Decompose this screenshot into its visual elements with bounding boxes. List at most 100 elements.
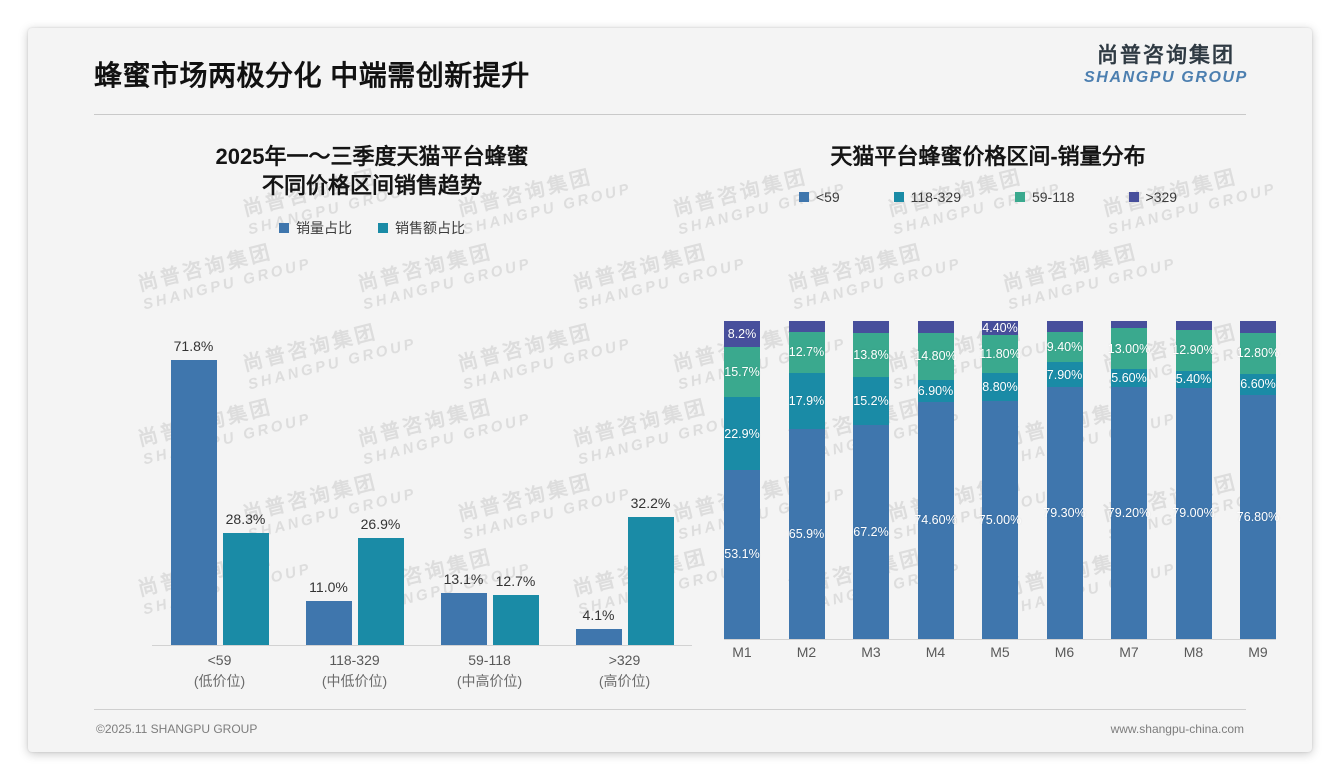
x-axis-tick-label: 59-118 (中高价位)	[456, 652, 523, 689]
bar-rect[interactable]	[627, 517, 674, 645]
stacked-bar-segment[interactable]	[917, 321, 954, 333]
stacked-bar-segment[interactable]: 65.9%	[788, 429, 825, 639]
legend-swatch-icon	[1014, 192, 1025, 203]
legend-swatch-icon	[1128, 192, 1139, 203]
right-legend-item-0[interactable]: <59	[798, 189, 840, 206]
stacked-bar-segment[interactable]: 17.9%	[788, 372, 825, 430]
left-chart-title-line1: 2025年一～三季度天猫平台蜂蜜	[215, 144, 529, 169]
stacked-bar-segment[interactable]: 12.80%	[1237, 333, 1279, 374]
stacked-bar-segment[interactable]: 11.80%	[979, 335, 1021, 373]
stacked-bar-segment[interactable]: 53.1%	[724, 469, 760, 639]
segment-value-label: 4.40%	[982, 321, 1018, 335]
left-legend-item-1[interactable]: 销售额占比	[378, 218, 465, 238]
legend-swatch-icon	[798, 192, 809, 203]
stacked-bar-segment[interactable]	[853, 321, 889, 334]
bar-column[interactable]: 32.2%	[627, 305, 674, 645]
bar-rect[interactable]	[357, 538, 404, 645]
segment-value-label: 5.40%	[1175, 372, 1212, 387]
stacked-bar-column[interactable]: 8.2% 15.7% 22.9% 53.1%	[724, 321, 760, 639]
bar-rect[interactable]	[170, 360, 217, 645]
segment-value-label: 79.20%	[1107, 506, 1151, 521]
stacked-bar-segment[interactable]: 7.90%	[1046, 361, 1083, 388]
right-legend-item-2[interactable]: 59-118	[1014, 189, 1075, 205]
x-axis-tick-label: >329 (高价位)	[598, 652, 651, 689]
stacked-bar-segment[interactable]: 76.80%	[1237, 394, 1279, 639]
stacked-bar-segment[interactable]: 79.00%	[1172, 387, 1215, 639]
segment-value-label: 13.8%	[853, 348, 889, 363]
stacked-bar-segment[interactable]: 4.40%	[982, 321, 1018, 335]
segment-value-label: 75.00%	[978, 512, 1022, 527]
bar-rect[interactable]	[305, 601, 352, 645]
bar-group: 71.8% 28.3%	[160, 305, 280, 645]
legend-swatch-icon	[893, 192, 904, 203]
stacked-bar-segment[interactable]: 8.2%	[724, 321, 760, 348]
left-chart-panel: 2025年一～三季度天猫平台蜂蜜 不同价格区间销售趋势 销量占比 销售额占比 71…	[62, 128, 692, 708]
segment-value-label: 79.00%	[1172, 506, 1215, 521]
right-legend-item-1[interactable]: 118-329	[893, 189, 961, 206]
segment-value-label: 8.80%	[982, 379, 1018, 394]
stacked-bar-column[interactable]: 12.7% 17.9% 65.9%	[788, 321, 825, 639]
stacked-bar-segment[interactable]: 14.80%	[914, 332, 957, 380]
stacked-bar-segment[interactable]	[1046, 321, 1083, 333]
segment-value-label: 5.60%	[1111, 371, 1147, 386]
stacked-bar-segment[interactable]: 67.2%	[853, 425, 889, 640]
stacked-bar-column[interactable]: 12.90% 5.40% 79.00%	[1172, 321, 1215, 639]
bar-column[interactable]: 11.0%	[305, 305, 352, 645]
bar-rect[interactable]	[492, 595, 539, 645]
stacked-bar-column[interactable]: 4.40% 11.80% 8.80% 75.00%	[978, 321, 1022, 639]
stacked-bar-segment[interactable]: 15.2%	[853, 376, 889, 426]
stacked-bar-column[interactable]: 14.80% 6.90% 74.60%	[914, 321, 957, 639]
brand-logo: 尚普咨询集团 SHANGPU GROUP	[1066, 44, 1266, 87]
bar-column[interactable]: 28.3%	[222, 305, 269, 645]
stacked-bar-segment[interactable]	[1175, 321, 1212, 330]
stacked-bar-segment[interactable]: 15.7%	[724, 347, 760, 398]
stacked-bar-column[interactable]: 13.8% 15.2% 67.2%	[853, 321, 889, 640]
bar-column[interactable]: 71.8%	[170, 305, 217, 645]
left-chart-title: 2025年一～三季度天猫平台蜂蜜 不同价格区间销售趋势	[62, 142, 682, 200]
stacked-bar-segment[interactable]: 22.9%	[724, 397, 760, 470]
stacked-bar-segment[interactable]: 79.20%	[1107, 387, 1151, 640]
stacked-bar-segment[interactable]: 8.80%	[982, 372, 1018, 401]
stacked-bar-segment[interactable]: 5.40%	[1175, 370, 1212, 388]
grouped-bar-plot-area: 71.8% 28.3% 11.0% 26.9% 13.1% 12.7% 4.1% 32.2%	[152, 305, 692, 646]
right-chart-panel: 天猫平台蜂蜜价格区间-销量分布 <59 118-329 59-118 >329 8.2…	[688, 128, 1288, 708]
stacked-bar-column[interactable]: 12.80% 6.60% 76.80%	[1237, 321, 1279, 639]
stacked-bar-segment[interactable]: 74.60%	[914, 401, 957, 639]
stacked-bar-column[interactable]: 9.40% 7.90% 79.30%	[1043, 321, 1086, 639]
stacked-bar-segment[interactable]: 12.90%	[1172, 329, 1215, 371]
stacked-bar-segment[interactable]: 9.40%	[1046, 332, 1083, 362]
left-legend-item-0[interactable]: 销量占比	[279, 218, 352, 238]
stacked-bar-segment[interactable]: 6.90%	[917, 379, 954, 402]
stacked-bar-segment[interactable]	[788, 321, 825, 333]
stacked-bar-segment[interactable]: 12.7%	[788, 332, 825, 373]
x-axis-tick-label: M5	[990, 644, 1010, 660]
x-axis-tick-label: 118-329 (中低价位)	[321, 652, 388, 689]
segment-value-label: 15.2%	[853, 394, 889, 409]
segment-value-label: 7.90%	[1046, 367, 1083, 382]
stacked-bar-column[interactable]: 13.00% 5.60% 79.20%	[1107, 321, 1151, 640]
stacked-bar-segment[interactable]	[1111, 321, 1147, 328]
stacked-bar-segment[interactable]: 75.00%	[978, 400, 1022, 639]
stacked-bar-segment[interactable]	[1240, 321, 1276, 334]
stacked-bar-segment[interactable]: 79.30%	[1043, 387, 1086, 639]
stacked-bar-segment[interactable]: 6.60%	[1240, 373, 1276, 395]
bar-rect[interactable]	[222, 533, 269, 645]
segment-value-label: 6.60%	[1240, 377, 1276, 392]
right-legend-item-3[interactable]: >329	[1128, 189, 1177, 205]
bar-column[interactable]: 12.7%	[492, 305, 539, 645]
bar-column[interactable]: 4.1%	[575, 305, 622, 645]
stacked-bar-segment[interactable]: 13.00%	[1107, 328, 1151, 370]
stacked-bar-segment[interactable]: 5.60%	[1111, 369, 1147, 388]
x-axis-tick-label: M6	[1054, 644, 1075, 660]
bar-value-label: 28.3%	[225, 511, 266, 527]
x-axis-tick-label: M1	[732, 644, 752, 660]
bar-rect[interactable]	[440, 593, 487, 645]
stacked-bar-segment[interactable]: 13.8%	[853, 333, 889, 377]
legend-label: 118-329	[910, 189, 961, 206]
bar-rect[interactable]	[575, 629, 622, 645]
bar-column[interactable]: 26.9%	[357, 305, 404, 645]
legend-label: <59	[815, 189, 840, 206]
bar-value-label: 26.9%	[360, 516, 401, 532]
segment-value-label: 13.00%	[1107, 341, 1151, 356]
bar-column[interactable]: 13.1%	[440, 305, 487, 645]
